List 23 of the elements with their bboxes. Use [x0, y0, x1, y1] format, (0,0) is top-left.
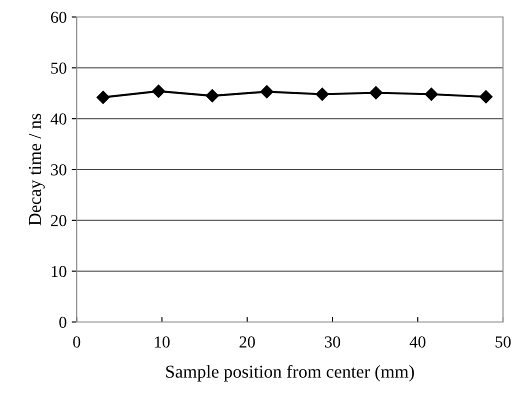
- point: [369, 86, 383, 100]
- point: [96, 90, 110, 104]
- x-tick-label: 10: [155, 336, 170, 348]
- x-axis-title: Sample position from center (mm): [166, 364, 414, 382]
- y-tick-label: 60: [51, 12, 66, 23]
- point: [206, 89, 219, 102]
- y-tick-label: 0: [59, 316, 66, 328]
- x-tick-label: 30: [324, 336, 340, 348]
- y-tick-label: 40: [50, 113, 66, 125]
- y-tick-label: 30: [51, 164, 66, 176]
- point: [152, 84, 166, 98]
- x-tick-label: 40: [410, 336, 426, 348]
- point: [260, 85, 274, 98]
- y-tick-label: 50: [51, 62, 66, 74]
- point: [316, 88, 329, 101]
- y-tick-label: 10: [52, 266, 66, 278]
- x-tick-label: 0: [73, 336, 80, 348]
- x-tick-label: 50: [496, 336, 511, 348]
- point: [479, 90, 493, 104]
- point: [424, 88, 438, 101]
- y-tick-label: 20: [51, 215, 66, 226]
- x-tick-label: 20: [240, 336, 255, 348]
- y-axis-title: Decay time / ns: [28, 114, 45, 226]
